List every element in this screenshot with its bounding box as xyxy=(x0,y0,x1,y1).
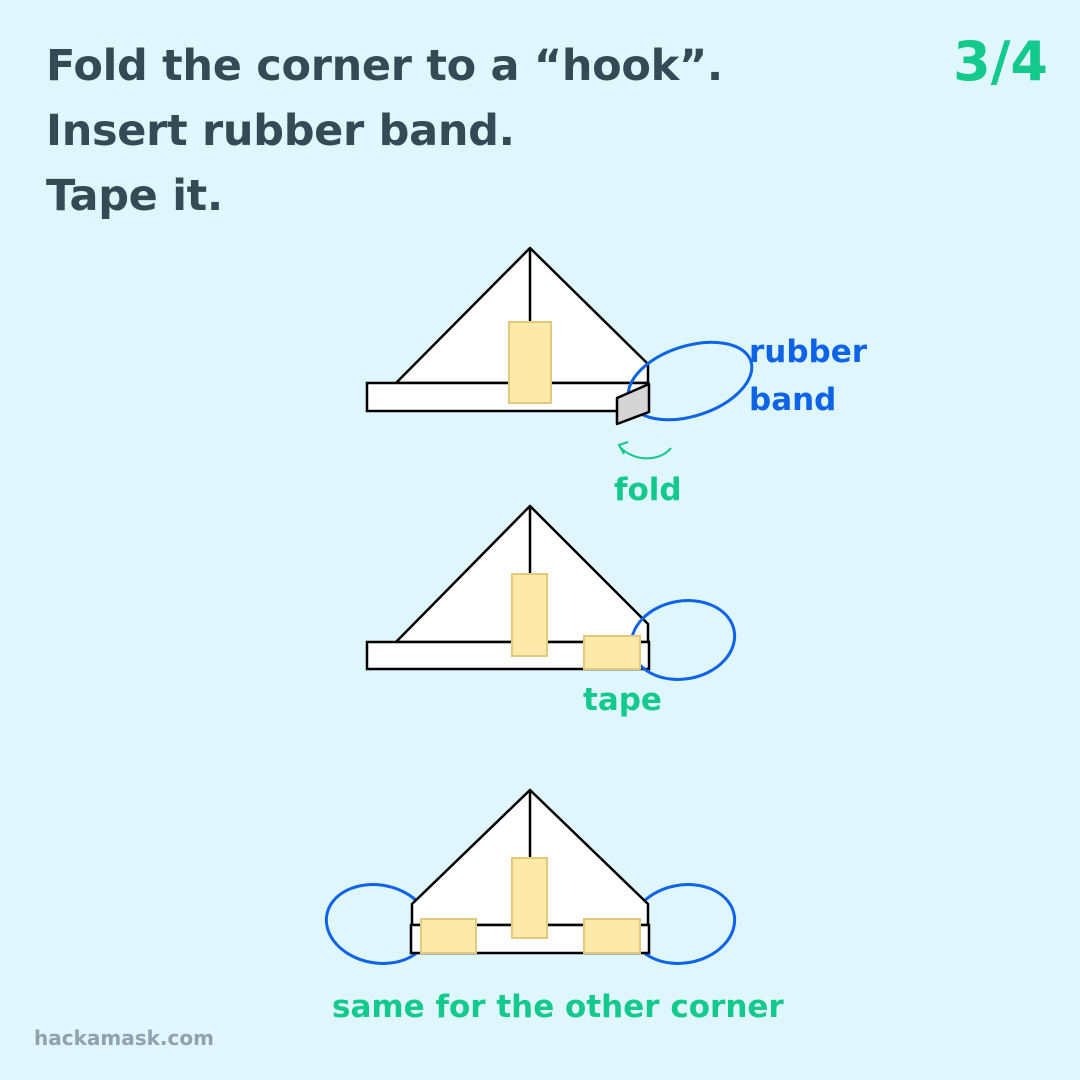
label-rubber-band-line-2: band xyxy=(749,382,836,418)
tape-piece-corner xyxy=(583,635,641,670)
tape-piece-right-corner xyxy=(583,918,641,954)
fold-arrow xyxy=(619,446,672,460)
label-rubber-band-line-1: rubber xyxy=(749,334,868,370)
instruction-line-1: Fold the corner to a “hook”. xyxy=(46,41,723,91)
step-counter: 3/4 xyxy=(953,30,1048,93)
tape-piece xyxy=(511,573,548,657)
tape-piece xyxy=(511,857,548,939)
figure-fold-step: rubber band fold xyxy=(365,246,868,508)
figure-tape-step: tape xyxy=(365,504,737,718)
instructions: Fold the corner to a “hook”. Insert rubb… xyxy=(46,34,723,229)
folded-corner xyxy=(615,382,651,426)
label-fold: fold xyxy=(614,472,682,508)
fold-arrow-head xyxy=(617,441,629,455)
figure-both-corners: same for the other corner xyxy=(324,788,784,1025)
mask-strip xyxy=(365,381,650,413)
site-credit: hackamask.com xyxy=(34,1026,214,1050)
tape-piece xyxy=(508,321,552,404)
tape-piece-left-corner xyxy=(420,918,477,954)
instruction-line-2: Insert rubber band. xyxy=(46,106,515,156)
instruction-line-3: Tape it. xyxy=(46,171,223,221)
label-other-corner: same for the other corner xyxy=(332,989,784,1025)
label-tape: tape xyxy=(583,682,662,718)
